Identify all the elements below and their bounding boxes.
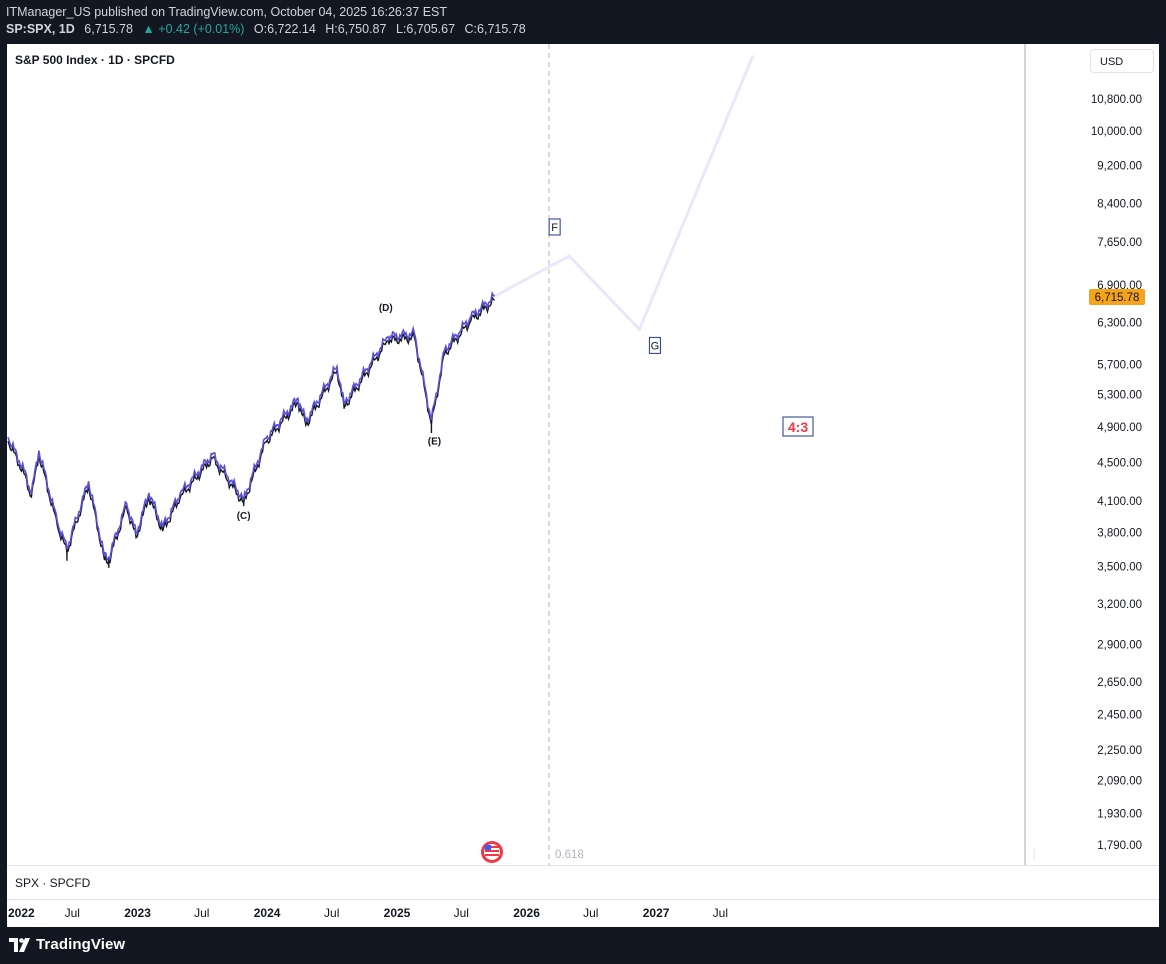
- chart-title: S&P 500 Index · 1D · SPCFD: [15, 53, 175, 67]
- time-axis-border: [7, 899, 1159, 900]
- tradingview-logo[interactable]: TradingView: [9, 936, 125, 953]
- low-label: L:: [395, 22, 407, 36]
- tradingview-wordmark: TradingView: [36, 936, 126, 953]
- x-tick-label: Jul: [713, 906, 728, 920]
- close-label: C:: [464, 22, 478, 36]
- y-tick-label: 6,300.00: [1097, 318, 1142, 330]
- x-axis-ticks: 2022 Jul 2023 Jul 2024 Jul 2025 Jul 2026 Jul 2027 J…: [8, 906, 728, 920]
- y-tick-label: 9,200.00: [1097, 161, 1142, 173]
- y-tick-label: 1,930.00: [1097, 809, 1142, 821]
- y-tick-label: 2,250.00: [1097, 745, 1142, 757]
- open-label: O:: [253, 22, 268, 36]
- currency-button[interactable]: USD: [1090, 49, 1154, 73]
- y-tick-label: 2,090.00: [1097, 776, 1142, 788]
- y-tick-label: 10,000.00: [1091, 126, 1142, 138]
- publisher-line: ITManager_US published on TradingView.co…: [6, 5, 448, 19]
- wave-label[interactable]: (E): [428, 436, 441, 447]
- wave-label-g[interactable]: G: [648, 336, 661, 354]
- change-value: ▲ +0.42 (+0.01%): [142, 22, 245, 36]
- open-value: 6,722.14: [267, 22, 316, 36]
- fib-level-label: 0.618: [555, 849, 584, 861]
- x-tick-label: 2027: [643, 906, 670, 920]
- y-tick-label: 1,790.00: [1097, 840, 1142, 852]
- y-tick-label: 2,900.00: [1097, 640, 1142, 652]
- y-tick-label: 5,700.00: [1097, 359, 1142, 371]
- x-tick-label: 2024: [254, 906, 281, 920]
- last-price-badge: 6,715.78: [1089, 289, 1145, 305]
- y-tick-label: 7,650.00: [1097, 237, 1142, 249]
- y-tick-label: 2,650.00: [1097, 677, 1142, 689]
- low-value: 6,705.67: [406, 22, 456, 36]
- x-tick-label: Jul: [324, 906, 339, 920]
- price-chart[interactable]: (C)(D)(E)FG) 10,800.0010,000.009,200.008…: [7, 44, 1159, 927]
- candle-layer: [7, 295, 496, 568]
- price-candles: [7, 295, 496, 565]
- y-tick-label: 10,800.00: [1091, 94, 1142, 106]
- svg-text:4:3: 4:3: [788, 419, 808, 435]
- projection-path[interactable]: [493, 54, 755, 333]
- y-tick-label: 3,200.00: [1097, 599, 1142, 611]
- x-tick-label: Jul: [65, 906, 80, 920]
- close-value: 6,715.78: [477, 22, 526, 36]
- y-tick-label: 5,300.00: [1097, 389, 1142, 401]
- x-tick-label: Jul: [454, 906, 469, 920]
- symbol-label: SP:SPX, 1D: [6, 22, 75, 36]
- high-value: 6,750.87: [337, 22, 387, 36]
- wave-label-f[interactable]: F: [548, 218, 561, 236]
- lower-pane-label: SPX · SPCFD: [15, 876, 91, 890]
- line-layer: [7, 290, 496, 561]
- projection-layer: [493, 54, 755, 333]
- x-tick-label: 2023: [124, 906, 151, 920]
- y-tick-label: 4,900.00: [1097, 422, 1142, 434]
- high-label: H:: [325, 22, 338, 36]
- footer-bar: TradingView: [0, 927, 1166, 964]
- price-line[interactable]: [7, 290, 496, 561]
- y-tick-label: 4,100.00: [1097, 496, 1142, 508]
- tradingview-logo-icon: [9, 937, 30, 952]
- wave-label[interactable]: (D): [379, 303, 393, 314]
- x-tick-label: Jul: [583, 906, 598, 920]
- svg-text:F: F: [551, 222, 558, 234]
- y-tick-label: 8,400.00: [1097, 198, 1142, 210]
- last-price: 6,715.78: [84, 22, 133, 36]
- header-bar: ITManager_US published on TradingView.co…: [0, 0, 1166, 44]
- x-tick-label: Jul: [194, 906, 209, 920]
- pane-separator[interactable]: [7, 865, 1159, 866]
- y-tick-label: 2,450.00: [1097, 710, 1142, 722]
- svg-text:6,715.78: 6,715.78: [1095, 292, 1140, 304]
- x-tick-label: 2026: [513, 906, 540, 920]
- svg-text:G: G: [651, 340, 660, 352]
- y-tick-label: 3,800.00: [1097, 528, 1142, 540]
- us-flag-icon[interactable]: [481, 841, 503, 863]
- wave-label[interactable]: (C): [237, 511, 251, 522]
- x-tick-label: 2025: [384, 906, 411, 920]
- ratio-annotation[interactable]: 4:3: [782, 416, 814, 437]
- y-tick-label: 3,500.00: [1097, 562, 1142, 574]
- wave-label-layer: (C)(D)(E)FG): [7, 218, 661, 522]
- ohlc-line: SP:SPX, 1D 6,715.78 ▲ +0.42 (+0.01%) O:6…: [6, 22, 526, 36]
- y-axis-ticks: 10,800.00 10,000.00 9,200.00 8,400.00 7,650.…: [1091, 94, 1142, 852]
- y-tick-label: 4,500.00: [1097, 457, 1142, 469]
- x-tick-label: 2022: [8, 906, 35, 920]
- chart-frame[interactable]: (C)(D)(E)FG) 10,800.0010,000.009,200.008…: [7, 44, 1159, 927]
